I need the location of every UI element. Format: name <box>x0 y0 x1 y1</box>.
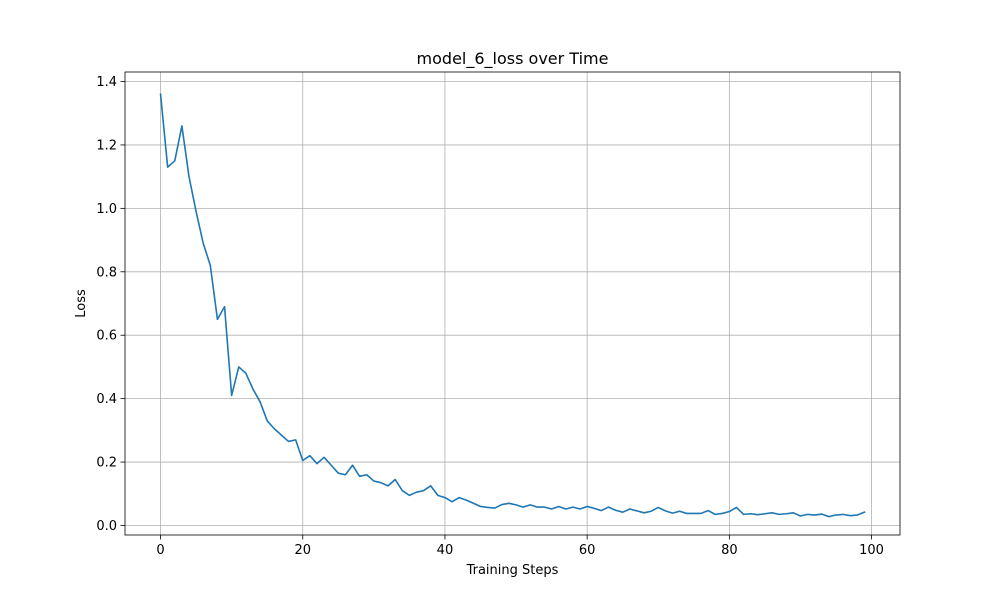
y-axis-ticks: 0.0 0.2 0.4 0.6 0.8 1.0 1.2 1.4 <box>96 75 125 534</box>
loss-series-line <box>159 93 866 518</box>
y-tick-label: 1.4 <box>96 75 117 90</box>
x-tick-label: 20 <box>294 543 311 558</box>
x-tick-label: 80 <box>721 543 738 558</box>
y-tick-label: 1.2 <box>96 138 117 153</box>
y-tick-label: 0.6 <box>96 329 117 344</box>
x-tick-label: 0 <box>156 543 164 558</box>
grid-lines <box>125 72 900 535</box>
x-axis-ticks: 0 20 40 60 80 100 <box>156 535 884 558</box>
y-tick-label: 0.4 <box>96 392 117 407</box>
series-layer <box>159 93 866 518</box>
y-tick-label: 0.2 <box>96 456 117 471</box>
x-tick-label: 60 <box>579 543 596 558</box>
y-tick-label: 0.8 <box>96 265 117 280</box>
x-axis-label: Training Steps <box>466 563 559 578</box>
y-axis-label: Loss <box>74 289 89 318</box>
x-tick-label: 40 <box>437 543 454 558</box>
y-tick-label: 1.0 <box>96 202 117 217</box>
x-tick-label: 100 <box>859 543 884 558</box>
plot-frame <box>124 71 901 536</box>
chart-title: model_6_loss over Time <box>417 49 609 69</box>
y-tick-label: 0.0 <box>96 519 117 534</box>
